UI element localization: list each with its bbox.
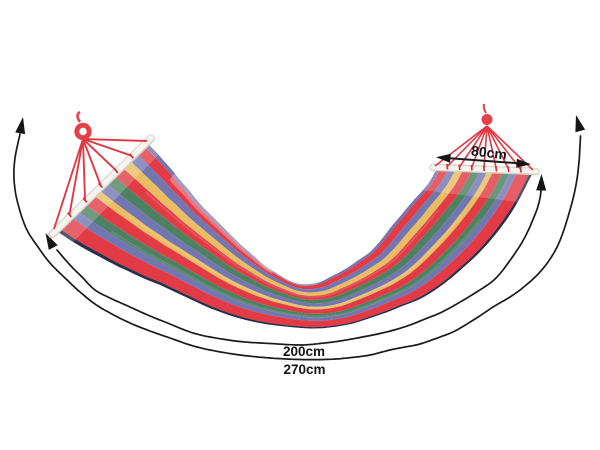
svg-text:270cm: 270cm bbox=[283, 362, 325, 377]
svg-text:200cm: 200cm bbox=[283, 344, 325, 359]
svg-text:80cm: 80cm bbox=[470, 142, 507, 162]
